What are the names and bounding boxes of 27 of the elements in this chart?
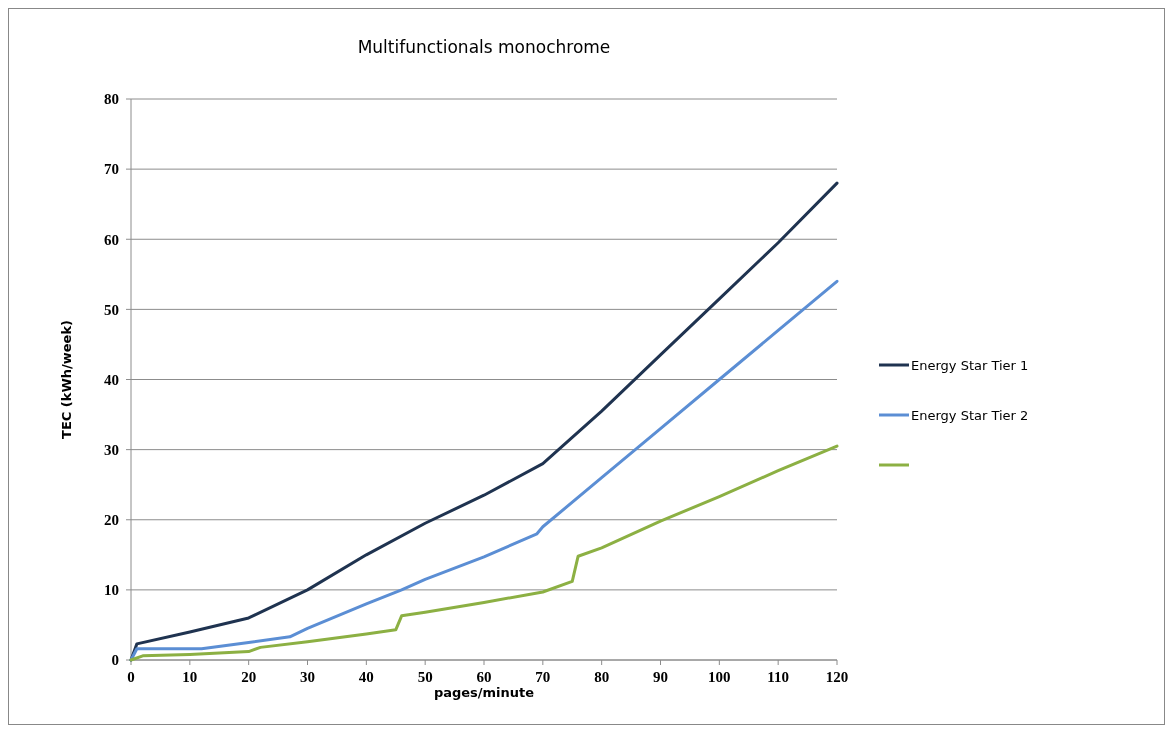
x-tick-label: 10	[182, 669, 198, 685]
y-tick-label: 50	[104, 301, 119, 318]
y-tick-label: 60	[104, 231, 119, 248]
x-tick-label: 120	[825, 669, 849, 685]
chart-title: Multifunctionals monochrome	[357, 37, 611, 57]
y-axis-title: TEC (kWh/week)	[59, 320, 74, 439]
y-tick-label: 40	[104, 371, 119, 388]
y-tick-label: 0	[111, 652, 119, 669]
x-tick-label: 30	[300, 669, 315, 685]
x-tick-label: 20	[241, 669, 257, 685]
y-tick-label: 10	[104, 582, 119, 599]
x-tick-label: 80	[594, 669, 610, 685]
legend-label: Energy Star Tier 2	[911, 407, 1029, 423]
x-tick-label: 90	[653, 669, 668, 685]
legend-label: Energy Star Tier 1	[911, 357, 1029, 373]
x-tick-label: 40	[358, 669, 374, 685]
x-tick-label: 0	[127, 669, 135, 685]
y-tick-label: 80	[104, 91, 119, 108]
x-tick-label: 110	[767, 669, 790, 685]
y-tick-label: 30	[104, 441, 119, 458]
x-axis-title: pages/minute	[433, 685, 535, 700]
x-tick-label: 50	[417, 669, 433, 685]
x-tick-label: 60	[476, 669, 492, 685]
x-tick-label: 70	[535, 669, 551, 685]
x-tick-label: 100	[708, 669, 731, 685]
y-tick-label: 20	[104, 512, 119, 528]
y-tick-label: 70	[104, 161, 119, 178]
